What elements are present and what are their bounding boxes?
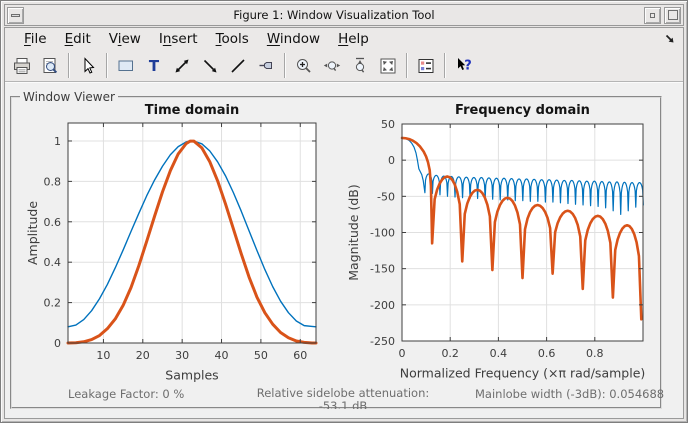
- sidelobe-attenuation-label: Relative sidelobe attenuation: -53.1 dB: [256, 386, 430, 410]
- restore-view-icon[interactable]: [375, 53, 401, 79]
- menu-window[interactable]: Window: [266, 31, 321, 47]
- measurements-row: Leakage Factor: 0 % Relative sidelobe at…: [5, 385, 683, 410]
- svg-text:20: 20: [136, 349, 150, 362]
- toolbar-separator: [444, 53, 446, 78]
- svg-text:?: ?: [464, 58, 472, 73]
- menu-file[interactable]: File: [24, 31, 47, 47]
- menu-bar: File Edit View Insert Tools Window Help: [5, 28, 683, 50]
- svg-text:-200: -200: [370, 299, 395, 312]
- svg-text:-150: -150: [370, 263, 395, 276]
- toolbar-separator: [106, 53, 108, 78]
- whats-this-icon[interactable]: ?: [451, 53, 477, 79]
- legend-icon[interactable]: [413, 53, 439, 79]
- time-domain-chart: 10 20 30 40 50 60 0 0.2 0.4 0.6 0.8 1 Time domain Sam…: [25, 103, 318, 383]
- zoom-y-icon[interactable]: [347, 53, 373, 79]
- print-preview-icon[interactable]: [37, 53, 63, 79]
- toolbar: T ?: [5, 50, 683, 82]
- svg-text:0.4: 0.4: [490, 347, 508, 360]
- leakage-factor-label: Leakage Factor: 0 %: [68, 387, 185, 401]
- insert-doublearrow-icon[interactable]: [169, 53, 195, 79]
- client-area: File Edit View Insert Tools Window Help …: [4, 27, 684, 419]
- frequency-domain-chart: 0 0.2 0.4 0.6 0.8 50 0 -50 -100 -150 -200 -250 Frequ…: [346, 103, 646, 381]
- menu-tools[interactable]: Tools: [215, 31, 249, 47]
- svg-text:-250: -250: [370, 335, 395, 348]
- svg-text:-50: -50: [377, 190, 395, 203]
- window-title: Figure 1: Window Visualization Tool: [233, 8, 435, 22]
- zoom-x-icon[interactable]: [319, 53, 345, 79]
- mainlobe-width-label: Mainlobe width (-3dB): 0.054688: [475, 387, 665, 401]
- svg-text:40: 40: [215, 349, 229, 362]
- svg-text:T: T: [149, 57, 160, 75]
- svg-text:0.2: 0.2: [441, 347, 459, 360]
- svg-text:Samples: Samples: [165, 368, 218, 383]
- svg-text:50: 50: [381, 118, 395, 131]
- window-menu-icon[interactable]: [7, 6, 24, 24]
- zoom-in-icon[interactable]: [291, 53, 317, 79]
- svg-text:Frequency domain: Frequency domain: [455, 103, 590, 118]
- minimize-icon[interactable]: [644, 6, 661, 24]
- svg-text:0.8: 0.8: [586, 347, 604, 360]
- title-bar[interactable]: Figure 1: Window Visualization Tool: [4, 4, 684, 26]
- toolbar-separator: [68, 53, 70, 78]
- pin-to-axes-icon[interactable]: [253, 53, 279, 79]
- svg-text:Time domain: Time domain: [145, 103, 239, 118]
- svg-text:1: 1: [54, 135, 61, 148]
- maximize-icon[interactable]: [664, 6, 681, 24]
- menu-help[interactable]: Help: [338, 31, 369, 47]
- svg-text:10: 10: [96, 349, 110, 362]
- svg-text:60: 60: [293, 349, 307, 362]
- menu-insert[interactable]: Insert: [158, 31, 198, 47]
- edit-plot-icon[interactable]: [75, 53, 101, 79]
- svg-text:0.6: 0.6: [44, 216, 62, 229]
- menu-view[interactable]: View: [108, 31, 141, 47]
- svg-text:0: 0: [399, 347, 406, 360]
- insert-line-icon[interactable]: [225, 53, 251, 79]
- svg-text:30: 30: [175, 349, 189, 362]
- dock-figure-icon[interactable]: [663, 32, 677, 46]
- svg-text:0: 0: [388, 154, 395, 167]
- svg-text:0.6: 0.6: [538, 347, 556, 360]
- svg-text:0.4: 0.4: [44, 256, 62, 269]
- toolbar-separator: [406, 53, 408, 78]
- groupbox-label: Window Viewer: [23, 90, 115, 104]
- print-icon[interactable]: [9, 53, 35, 79]
- menu-edit[interactable]: Edit: [64, 31, 91, 47]
- svg-text:0.8: 0.8: [44, 175, 62, 188]
- svg-text:50: 50: [254, 349, 268, 362]
- svg-text:0: 0: [54, 337, 61, 350]
- svg-text:-100: -100: [370, 227, 395, 240]
- window-viewer-groupbox: Window Viewer: [10, 90, 662, 409]
- toolbar-separator: [284, 53, 286, 78]
- svg-text:0.2: 0.2: [44, 297, 62, 310]
- insert-arrow-icon[interactable]: [197, 53, 223, 79]
- figure-area: Window Viewer 10 20 30 40 50 60 0 0.2 0.4 0.6 0.8 1…: [5, 83, 683, 418]
- insert-text-icon[interactable]: T: [141, 53, 167, 79]
- svg-text:Amplitude: Amplitude: [25, 201, 40, 265]
- insert-rectangle-icon[interactable]: [113, 53, 139, 79]
- svg-text:Normalized Frequency (×π rad/: Normalized Frequency (×π rad/sample): [400, 366, 646, 381]
- svg-text:Magnitude (dB): Magnitude (dB): [346, 184, 361, 280]
